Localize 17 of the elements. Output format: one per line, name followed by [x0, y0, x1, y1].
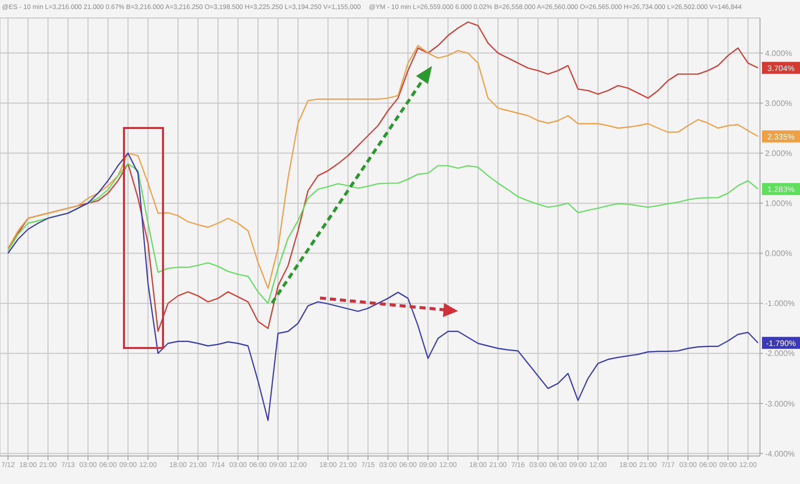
- y-tick-label: 3.000%: [765, 98, 792, 108]
- data-label: 2.335%: [767, 132, 795, 142]
- y-tick-label: 2.000%: [765, 148, 792, 158]
- line-series: [7, 44, 759, 289]
- data-label: -1.790%: [766, 338, 796, 348]
- data-label: 3.704%: [767, 64, 795, 73]
- line-series: [7, 163, 759, 304]
- y-tick-label: 4.000%: [765, 48, 792, 58]
- y-tick-label: 0.000%: [765, 249, 792, 258]
- y-tick-label: -1.000%: [765, 299, 795, 308]
- line-series: [7, 152, 759, 422]
- y-tick-label: -2.000%: [765, 349, 795, 358]
- y-tick-label: -3.000%: [765, 399, 795, 408]
- data-label: 1.283%: [767, 185, 795, 194]
- line-series: [7, 21, 759, 332]
- y-tick-label: 1.000%: [765, 199, 792, 208]
- y-tick-label: -4.000%: [765, 449, 795, 458]
